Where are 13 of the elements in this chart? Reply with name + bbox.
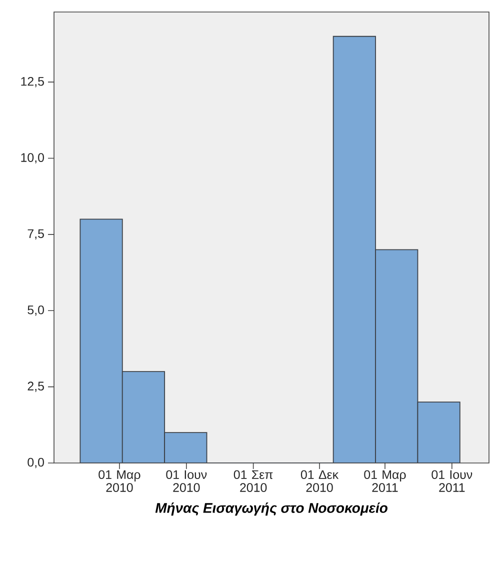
x-tick-label: 01 Ιουν 2011 <box>432 470 472 492</box>
y-tick-label: 7,5 <box>28 229 44 240</box>
y-tick-label: 10,0 <box>21 153 44 164</box>
y-tick-label: 5,0 <box>28 305 44 316</box>
x-tick-label: 01 Σεπ 2010 <box>234 470 273 492</box>
x-tick-label: 01 Ιουν 2010 <box>166 470 207 492</box>
x-tick-label: 01 Μαρ 2011 <box>364 470 406 492</box>
x-tick-label: 01 Μαρ 2010 <box>98 470 140 492</box>
y-tick-label: 2,5 <box>28 382 44 392</box>
y-tick-label: 12,5 <box>21 76 44 88</box>
x-axis-title: Μήνας Εισαγωγής στο Νοσοκομείο <box>155 502 388 516</box>
x-tick-label: 01 Δεκ 2010 <box>300 470 339 492</box>
y-tick-label: 0,0 <box>28 458 44 468</box>
